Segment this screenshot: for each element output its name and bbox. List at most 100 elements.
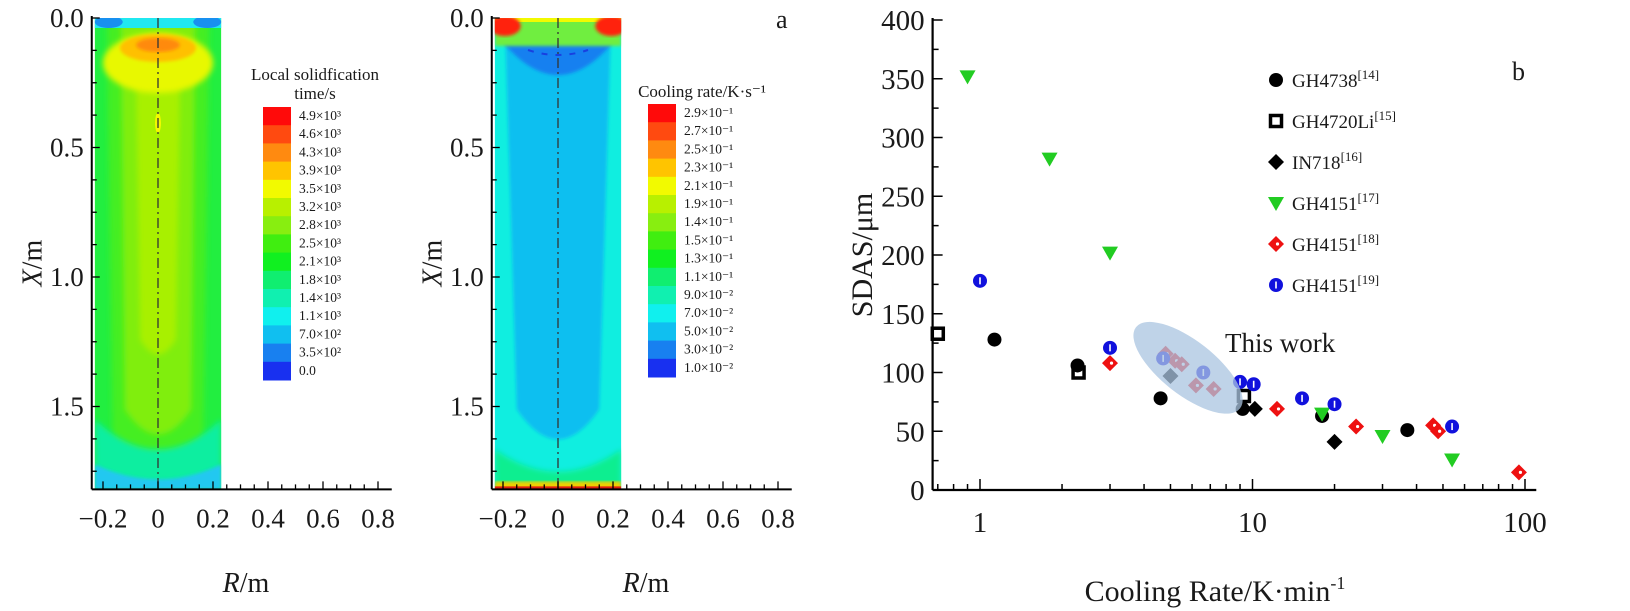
colorbar-swatch [263, 216, 291, 235]
legend-ref: [15] [1374, 108, 1396, 123]
colorbar-title: Cooling rate/K·s⁻¹ [638, 82, 766, 101]
panel-label-b: b [1512, 57, 1525, 86]
legend-item: IN718[16] [1268, 149, 1362, 174]
data-point-dot [1356, 424, 1360, 429]
data-point [1246, 400, 1263, 417]
colorbar-swatch [263, 307, 291, 326]
data-point [1041, 152, 1058, 167]
legend-name: GH4151 [1292, 235, 1357, 256]
data-point [1348, 418, 1365, 435]
colorbar-swatch [263, 343, 291, 363]
colorbar-label: 1.8×10³ [299, 272, 341, 287]
colorbar-label: 2.5×10³ [299, 235, 341, 250]
colorbar-label: 0.0 [299, 363, 316, 378]
x-tick-label: 0 [551, 503, 565, 533]
x-axis-label-unit: /m [640, 568, 670, 599]
data-point [1153, 391, 1168, 406]
y-tick-label: 250 [881, 181, 925, 213]
x-axis-label: R/m [222, 568, 270, 599]
legend-name: IN718 [1292, 153, 1341, 174]
legend-label: IN718[16] [1292, 149, 1362, 174]
y-tick-label: 100 [881, 358, 925, 390]
field-band [193, 18, 222, 28]
colorbar-swatch [648, 213, 676, 232]
field-band [94, 419, 222, 490]
colorbar-swatch [648, 340, 676, 360]
colorbar-label: 3.9×10³ [299, 163, 341, 178]
legend: GH4738[14]GH4720Li[15]IN718[16]GH4151[17… [1268, 67, 1396, 297]
colorbar-label: 1.4×10⁻¹ [684, 214, 733, 229]
y-tick-label: 0.0 [50, 3, 84, 33]
colorbar-label: 2.8×10³ [299, 217, 341, 232]
legend-name: GH4720Li [1292, 112, 1374, 133]
x-tick-label: 0.8 [361, 503, 395, 533]
field-band [94, 464, 222, 490]
colorbar-swatch [648, 122, 676, 141]
colorbar-label: 3.5×10² [299, 345, 341, 360]
legend-item: GH4738[14] [1269, 67, 1379, 92]
colorbar-swatch [263, 270, 291, 290]
colorbar-label: 4.3×10³ [299, 144, 341, 159]
y-axis-label-unit: /m [18, 240, 49, 270]
data-point [1374, 429, 1391, 444]
colorbar-swatch [263, 252, 291, 272]
y-tick-label: 1.0 [450, 262, 484, 292]
colorbar-swatch [263, 107, 291, 126]
colorbar-swatch [263, 234, 291, 254]
scatter-plot-sdas: 1 10 100 0 50 100 150 200 250 300 350 400 Cooling Ra… [846, 5, 1547, 608]
data-point [973, 273, 987, 288]
colorbar-title: time/s [294, 84, 336, 103]
field-band [94, 18, 123, 28]
y-tick-label: 1.5 [50, 392, 84, 422]
legend-ref: [18] [1357, 231, 1379, 246]
x-tick-label: 0.4 [651, 503, 685, 533]
colorbar-swatch [263, 179, 291, 199]
x-tick-label: −0.2 [79, 503, 128, 533]
y-tick-label: 1.0 [50, 262, 84, 292]
y-axis-label: SDAS/μm [846, 193, 879, 317]
contour-plot-cooling-rate: −0.2 0 0.2 0.4 0.6 0.80.00.51.01.5R/mX/m2.9×1… [418, 3, 795, 599]
colorbar-swatch [648, 176, 676, 196]
y-tick-label: 0.5 [450, 133, 484, 163]
data-point [930, 326, 946, 341]
colorbar-label: 3.5×10³ [299, 181, 341, 196]
data-point-dot [1252, 380, 1255, 388]
y-axis-label-var: X [418, 268, 449, 287]
x-tick-label: 0.8 [761, 503, 795, 533]
data-point-dot [1438, 429, 1442, 433]
colorbar-swatch [263, 325, 291, 345]
x-tick-label: 0.6 [306, 503, 340, 533]
legend-ref: [16] [1341, 149, 1363, 164]
legend-item: GH4151[19] [1269, 272, 1379, 297]
data-point [1246, 377, 1261, 392]
x-tick-label: 0.2 [596, 503, 630, 533]
x-axis-label: Cooling Rate/K·min-1 [1085, 573, 1346, 608]
y-tick-label: 200 [881, 240, 925, 272]
data-point-dot [979, 277, 981, 285]
contour-plot-solidification-time: −0.2 0 0.2 0.4 0.6 0.80.00.51.01.5R/mX/m4.9×1… [18, 3, 395, 599]
colorbar-swatch [263, 143, 291, 163]
colorbar-label: 4.9×10³ [299, 108, 341, 123]
legend-marker [1268, 154, 1284, 170]
colorbar-label: 2.1×10⁻¹ [684, 178, 733, 193]
legend-marker [1268, 236, 1284, 252]
field-band [494, 18, 521, 36]
x-tick-label: 0 [151, 503, 165, 533]
colorbar-label: 1.9×10⁻¹ [684, 196, 733, 211]
data-point-dot [1451, 423, 1453, 431]
data-point-shape [930, 326, 946, 341]
legend-marker [1268, 197, 1284, 211]
legend-name: GH4738 [1292, 71, 1357, 92]
legend-marker-dot [1275, 242, 1280, 246]
x-tick-label: 10 [1238, 507, 1267, 539]
y-tick-label: 300 [881, 123, 925, 155]
data-point-shape [1071, 365, 1086, 380]
colorbar-label: 1.3×10⁻¹ [684, 251, 733, 266]
data-point [1314, 407, 1331, 422]
y-tick-label: 50 [896, 416, 925, 448]
colorbar-swatch [648, 104, 676, 123]
colorbar-swatch [263, 125, 291, 144]
colorbar-label: 1.0×10⁻² [684, 360, 733, 375]
series-gh4151-3 [959, 70, 1461, 468]
legend-label: GH4720Li[15] [1292, 108, 1396, 133]
